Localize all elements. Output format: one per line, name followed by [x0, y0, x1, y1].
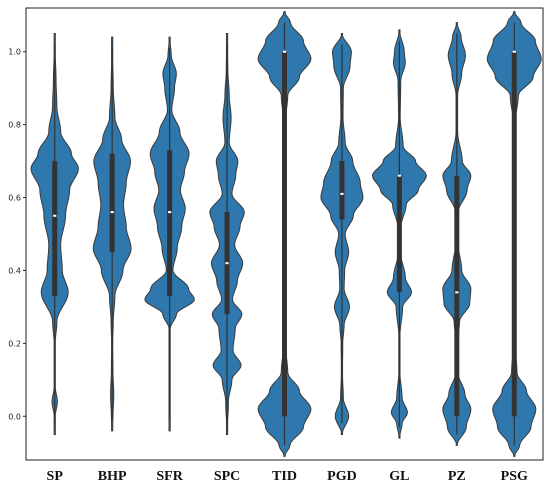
- y-tick-label: 1.0: [8, 48, 21, 57]
- violin-bhp: [92, 36, 132, 432]
- violin-iqr-box: [396, 175, 402, 293]
- violin-median: [110, 211, 114, 214]
- violin-median: [225, 262, 229, 265]
- category-label-tid: TID: [272, 469, 297, 484]
- category-label-layer: SP BHP SFR SPC TID PGD GL PZ PSG: [47, 469, 528, 484]
- violin-iqr-box: [511, 51, 517, 417]
- violin-pgd: [320, 33, 364, 435]
- violin-iqr-box: [282, 51, 287, 417]
- violin-tid: [257, 11, 312, 457]
- violin-iqr-box: [454, 175, 460, 417]
- category-label-gl: GL: [389, 469, 409, 484]
- violin-psg: [486, 11, 542, 457]
- category-label-sfr: SFR: [156, 469, 183, 484]
- y-tick-label: 0.6: [8, 194, 21, 203]
- y-tick-label: 0.4: [8, 266, 21, 275]
- y-tick-layer: 0.0 0.2 0.4 0.6 0.8 1.0: [8, 48, 26, 421]
- violin-gl: [371, 29, 427, 439]
- category-label-pgd: PGD: [327, 469, 357, 484]
- plot-frame: [25, 7, 544, 461]
- y-tick-label: 0.2: [8, 339, 21, 348]
- violin-median: [53, 214, 57, 217]
- y-tick-label: 0.8: [8, 121, 21, 130]
- violin-median: [512, 50, 516, 53]
- category-label-sp: SP: [47, 469, 64, 484]
- category-label-bhp: BHP: [98, 469, 127, 484]
- y-tick-label: 0.0: [8, 412, 21, 421]
- violin-median: [168, 211, 172, 214]
- violin-sp: [30, 33, 79, 435]
- violin-layer: [30, 11, 542, 457]
- violin-iqr-box: [339, 161, 345, 220]
- violin-iqr-box: [52, 161, 58, 296]
- violin-median: [340, 192, 344, 195]
- violin-iqr-box: [167, 150, 173, 296]
- category-label-pz: PZ: [448, 469, 466, 484]
- violin-median: [397, 174, 401, 177]
- category-label-psg: PSG: [501, 469, 528, 484]
- violin-median: [282, 50, 287, 53]
- violin-iqr-box: [109, 153, 115, 253]
- violin-pz: [442, 22, 472, 446]
- violin-median: [455, 291, 459, 294]
- violin-sfr: [144, 36, 195, 432]
- violin-spc: [209, 33, 245, 435]
- category-label-spc: SPC: [214, 469, 240, 484]
